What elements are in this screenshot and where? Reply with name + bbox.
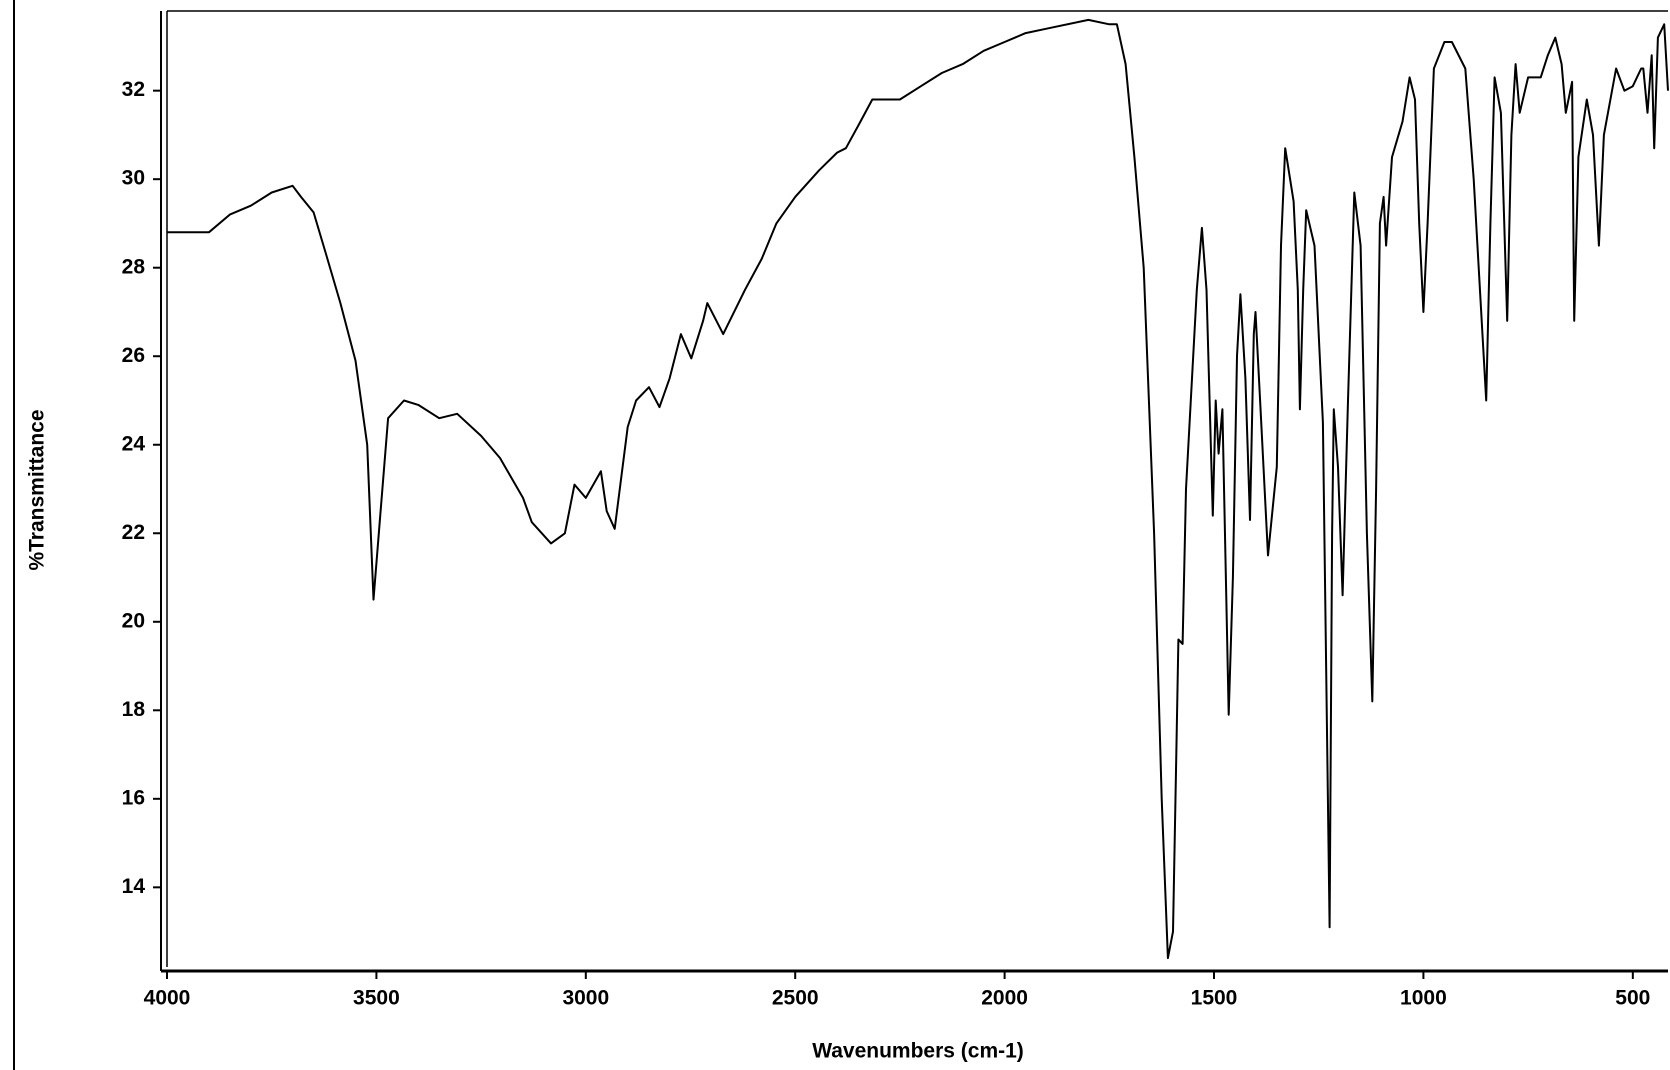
y-tick-label: 16 — [122, 786, 145, 809]
y-tick-label: 18 — [122, 698, 146, 721]
y-tick-label: 24 — [122, 432, 146, 455]
y-tick-label: 30 — [122, 167, 145, 190]
x-tick-label: 500 — [1615, 987, 1650, 1010]
x-tick-label: 1000 — [1400, 987, 1447, 1010]
spectrum-line — [167, 18, 1669, 960]
y-tick-label: 20 — [122, 609, 145, 632]
y-tick-label: 26 — [122, 344, 145, 367]
x-tick-label: 2500 — [772, 987, 819, 1010]
x-tick-label: 3500 — [353, 987, 400, 1010]
x-tick-label: 3000 — [562, 987, 609, 1010]
y-tick-label: 28 — [122, 255, 146, 278]
y-tick-label: 32 — [122, 78, 145, 101]
x-tick-label: 1500 — [1191, 987, 1238, 1010]
x-tick-label: 4000 — [144, 987, 191, 1010]
x-tick-label: 2000 — [981, 987, 1028, 1010]
y-tick-label: 22 — [122, 521, 145, 544]
y-tick-label: 14 — [122, 875, 146, 898]
x-axis-label: Wavenumbers (cm-1) — [812, 1040, 1024, 1063]
y-axis-label: %Transmittance — [26, 409, 49, 570]
